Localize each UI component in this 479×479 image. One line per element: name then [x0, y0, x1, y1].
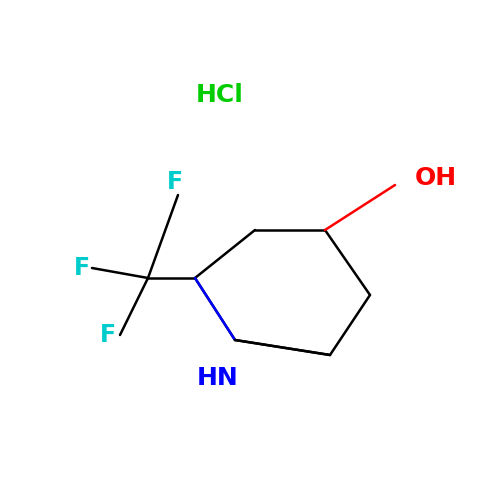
Text: F: F: [100, 323, 116, 347]
Text: HN: HN: [197, 366, 239, 390]
Text: OH: OH: [415, 166, 457, 190]
Text: F: F: [167, 170, 183, 194]
Text: F: F: [74, 256, 90, 280]
Text: HCl: HCl: [196, 83, 244, 107]
